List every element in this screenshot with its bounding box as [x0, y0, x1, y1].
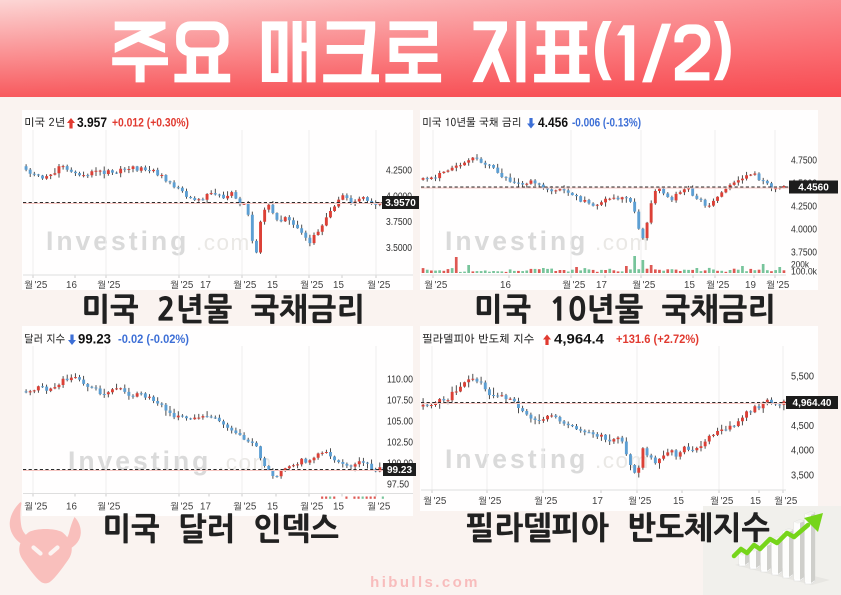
svg-text:99.23: 99.23	[78, 332, 111, 347]
svg-text:'25: '25	[244, 280, 257, 291]
svg-text:-0.02 (-0.02%): -0.02 (-0.02%)	[118, 332, 189, 346]
svg-text:16: 16	[500, 280, 511, 291]
svg-text:'25: '25	[777, 280, 790, 291]
svg-text:'25: '25	[785, 496, 798, 507]
svg-text:'25: '25	[639, 496, 652, 507]
svg-text:107.50: 107.50	[387, 396, 413, 407]
svg-text:Investing: Investing	[46, 226, 189, 256]
svg-text:'25: '25	[311, 280, 324, 291]
svg-text:19: 19	[745, 280, 756, 291]
svg-text:'25: '25	[435, 280, 448, 291]
svg-text:4.4560: 4.4560	[798, 183, 829, 194]
svg-text:3.7500: 3.7500	[386, 217, 412, 228]
svg-text:100.0k: 100.0k	[791, 267, 817, 278]
svg-text:3.5000: 3.5000	[386, 243, 412, 254]
svg-text:99.23: 99.23	[387, 465, 412, 476]
svg-text:'25: '25	[434, 496, 447, 507]
svg-text:4,000: 4,000	[791, 446, 814, 457]
svg-text:'25: '25	[311, 502, 324, 513]
svg-text:15: 15	[684, 280, 695, 291]
svg-text:15: 15	[333, 280, 344, 291]
svg-text:'25: '25	[181, 280, 194, 291]
svg-text:'25: '25	[643, 280, 656, 291]
svg-text:'25: '25	[717, 280, 730, 291]
svg-text:17: 17	[200, 502, 211, 513]
svg-text:+0.012 (+0.30%): +0.012 (+0.30%)	[112, 116, 189, 130]
svg-text:3.7500: 3.7500	[791, 248, 817, 259]
svg-text:16: 16	[66, 280, 77, 291]
svg-text:97.50: 97.50	[387, 480, 409, 491]
svg-text:110.00: 110.00	[387, 375, 413, 386]
svg-text:Investing: Investing	[445, 226, 588, 256]
svg-text:105.00: 105.00	[387, 417, 413, 428]
svg-text:15: 15	[750, 496, 761, 507]
svg-text:4.2500: 4.2500	[386, 166, 412, 177]
svg-text:'25: '25	[35, 280, 48, 291]
svg-text:'25: '25	[378, 502, 391, 513]
svg-text:3,500: 3,500	[791, 470, 814, 481]
svg-text:15: 15	[673, 496, 684, 507]
svg-text:17: 17	[596, 280, 607, 291]
svg-text:200k: 200k	[791, 260, 809, 271]
svg-text:3.957: 3.957	[77, 115, 107, 130]
svg-text:'25: '25	[573, 280, 586, 291]
svg-text:15: 15	[267, 280, 278, 291]
svg-text:4.7500: 4.7500	[791, 156, 817, 167]
svg-text:4,964.40: 4,964.40	[793, 398, 832, 409]
svg-text:'25: '25	[35, 502, 48, 513]
svg-text:Investing: Investing	[445, 444, 588, 474]
svg-text:17: 17	[592, 496, 603, 507]
svg-text:'25: '25	[721, 496, 734, 507]
svg-text:4,964.4: 4,964.4	[554, 332, 605, 347]
svg-text:'25: '25	[108, 502, 121, 513]
svg-text:'25: '25	[378, 280, 391, 291]
svg-text:16: 16	[66, 502, 77, 513]
svg-text:5,500: 5,500	[791, 372, 814, 383]
svg-text:'25: '25	[545, 496, 558, 507]
svg-text:4,500: 4,500	[791, 421, 814, 432]
svg-text:'25: '25	[244, 502, 257, 513]
svg-text:15: 15	[333, 502, 344, 513]
svg-text:4.2500: 4.2500	[791, 202, 817, 213]
svg-text:'25: '25	[108, 280, 121, 291]
svg-text:4.0000: 4.0000	[791, 225, 817, 236]
svg-text:'25: '25	[181, 502, 194, 513]
svg-text:hibulls.com: hibulls.com	[370, 574, 480, 591]
svg-text:.com: .com	[196, 230, 251, 255]
svg-text:+131.6 (+2.72%): +131.6 (+2.72%)	[616, 332, 699, 346]
svg-text:3.9570: 3.9570	[385, 198, 416, 209]
svg-text:17: 17	[200, 280, 211, 291]
svg-text:'25: '25	[489, 496, 502, 507]
svg-text:Investing: Investing	[68, 446, 211, 476]
svg-text:-0.006 (-0.13%): -0.006 (-0.13%)	[572, 116, 641, 130]
svg-text:102.50: 102.50	[387, 438, 413, 449]
svg-text:.com: .com	[595, 230, 650, 255]
svg-text:4.456: 4.456	[538, 115, 568, 130]
svg-text:15: 15	[267, 502, 278, 513]
